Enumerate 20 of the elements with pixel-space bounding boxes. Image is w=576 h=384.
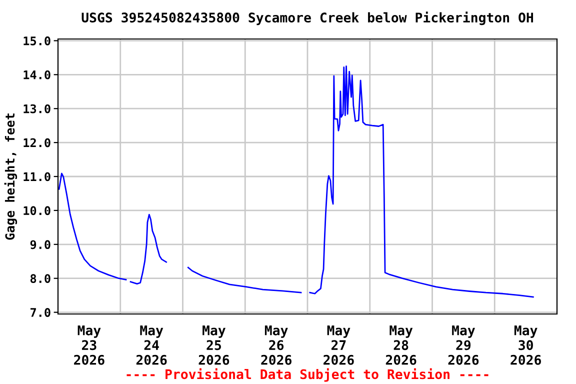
text: ---- Provisional Data Subject to Revision ---- xyxy=(126,368,488,382)
y-tick-label: 15.0 xyxy=(24,36,50,46)
y-tick-label: 14.0 xyxy=(24,70,50,80)
x-tick-label: May 23 2026 xyxy=(74,326,104,365)
y-tick-label: 7.0 xyxy=(30,308,50,317)
chart-title: USGS 395245082435800 Sycamore Creek below Pickerington OH xyxy=(82,12,534,26)
y-tick-label: 8.0 xyxy=(30,274,50,284)
y-axis-title: Gage height, feet xyxy=(4,114,18,240)
y-tick-label: 11.0 xyxy=(24,172,50,182)
x-tick-label: May 24 2026 xyxy=(136,326,167,365)
y-tick-label: 13.0 xyxy=(24,104,50,114)
x-tick-label: May 29 2026 xyxy=(448,326,479,365)
x-tick-label: May 25 2026 xyxy=(198,326,230,365)
y-tick-label: 12.0 xyxy=(24,138,50,148)
x-tick-label: May 26 2026 xyxy=(261,326,292,365)
x-tick-label: May 28 2026 xyxy=(386,326,416,365)
y-tick-label: 10.0 xyxy=(24,206,50,216)
y-tick-label: 9.0 xyxy=(30,240,50,250)
x-tick-label: May 27 2026 xyxy=(324,326,354,365)
x-tick-label: May 30 2026 xyxy=(510,326,541,365)
